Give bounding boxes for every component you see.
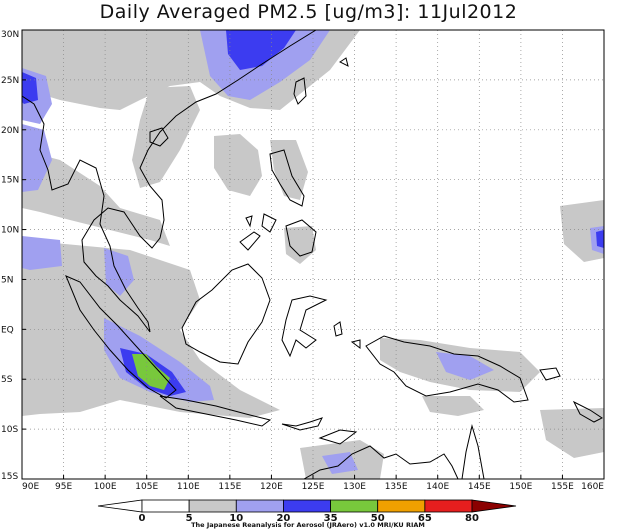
colorbar-level-label: 65 (418, 513, 432, 524)
lon-tick-label: 125E (302, 482, 325, 492)
lon-tick-label: 120E (260, 482, 283, 492)
colorbar-swatch (188, 499, 237, 513)
colorbar-swatch (283, 499, 331, 513)
colorbar-level-label: 5 (186, 513, 193, 524)
credit-text: The Japanese Reanalysis for Aerosol (JRA… (191, 521, 425, 529)
colorbar-level-label: 80 (465, 513, 479, 524)
lat-tick-label: 15N (1, 176, 19, 186)
lon-tick-label: 100E (94, 482, 117, 492)
colorbar-swatch (377, 499, 426, 513)
lon-tick-label: 150E (509, 482, 532, 492)
colorbar-level-label: 0 (139, 513, 146, 524)
lat-tick-label: 10N (1, 226, 19, 236)
lon-tick-label: 130E (343, 482, 366, 492)
colorbar: 0 5 10 20 35 50 65 80 (97, 499, 517, 524)
colorbar-level-label: 20 (276, 513, 290, 524)
gridlines (22, 30, 604, 479)
latitude-tick-labels: 30N 25N 20N 15N 10N 5N EQ 5S 10S 15S (1, 29, 26, 482)
lon-tick-label: 115E (218, 482, 241, 492)
colorbar-under-triangle (97, 499, 143, 513)
lon-tick-label: 140E (426, 482, 449, 492)
colorbar-swatch (424, 499, 473, 513)
concentration-field (22, 30, 604, 479)
lon-tick-label: 135E (385, 482, 408, 492)
lon-tick-label: 110E (177, 482, 200, 492)
lat-tick-label: 10S (1, 425, 18, 435)
colorbar-level-label: 10 (229, 513, 243, 524)
lat-tick-label: 5N (1, 275, 13, 285)
lat-tick-label: EQ (1, 325, 14, 335)
pm25-level-50-65-region (132, 354, 170, 390)
lon-tick-label: 105E (135, 482, 158, 492)
lon-tick-label: 90E (22, 482, 39, 492)
lon-tick-label: 95E (55, 482, 72, 492)
lat-tick-label: 30N (1, 30, 19, 40)
lon-tick-label: 145E (468, 482, 491, 492)
lon-tick-label: 160E (581, 482, 604, 492)
longitude-tick-labels: 90E 95E 100E 105E 110E 115E 120E 125E 130E 135E 14… (21, 475, 605, 492)
colorbar-over-triangle (471, 499, 517, 513)
lat-tick-label: 25N (1, 76, 19, 86)
colorbar-level-label: 35 (324, 513, 338, 524)
colorbar-level-label: 50 (371, 513, 385, 524)
coastlines (22, 30, 603, 479)
map-title: Daily Averaged PM2.5 [ug/m3]: 11Jul2012 (99, 1, 518, 23)
lat-tick-label: 5S (1, 375, 13, 385)
colorbar-swatch (141, 499, 190, 513)
colorbar-swatch (235, 499, 284, 513)
lat-tick-label: 15S (1, 472, 18, 482)
colorbar-swatch (330, 499, 379, 513)
lon-tick-label: 155E (551, 482, 574, 492)
lat-tick-label: 20N (1, 126, 19, 136)
